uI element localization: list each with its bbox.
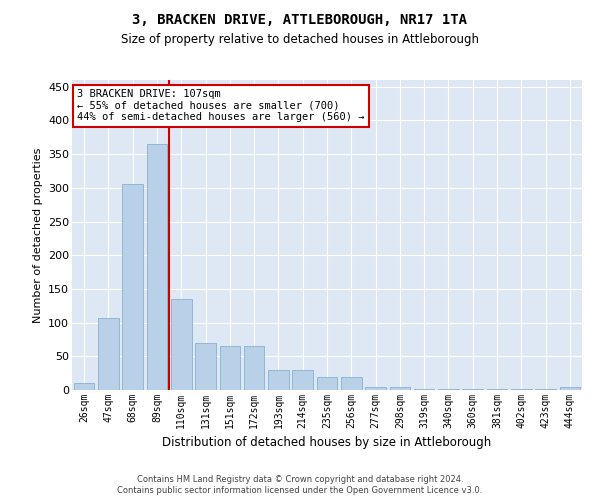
Text: Size of property relative to detached houses in Attleborough: Size of property relative to detached ho… <box>121 32 479 46</box>
Bar <box>122 184 143 390</box>
Text: Contains public sector information licensed under the Open Government Licence v3: Contains public sector information licen… <box>118 486 482 495</box>
Bar <box>220 346 240 390</box>
Text: 3 BRACKEN DRIVE: 107sqm
← 55% of detached houses are smaller (700)
44% of semi-d: 3 BRACKEN DRIVE: 107sqm ← 55% of detache… <box>77 90 365 122</box>
Bar <box>195 343 216 390</box>
Bar <box>438 388 459 390</box>
Bar <box>487 388 508 390</box>
Bar <box>244 346 265 390</box>
Bar <box>389 386 410 390</box>
Text: Contains HM Land Registry data © Crown copyright and database right 2024.: Contains HM Land Registry data © Crown c… <box>137 475 463 484</box>
Y-axis label: Number of detached properties: Number of detached properties <box>32 148 43 322</box>
Text: 3, BRACKEN DRIVE, ATTLEBOROUGH, NR17 1TA: 3, BRACKEN DRIVE, ATTLEBOROUGH, NR17 1TA <box>133 12 467 26</box>
Bar <box>74 384 94 390</box>
Bar <box>98 318 119 390</box>
Bar <box>341 376 362 390</box>
Bar <box>146 144 167 390</box>
Bar <box>560 386 580 390</box>
Bar <box>317 376 337 390</box>
Bar <box>171 299 191 390</box>
Bar <box>365 386 386 390</box>
X-axis label: Distribution of detached houses by size in Attleborough: Distribution of detached houses by size … <box>163 436 491 450</box>
Bar <box>535 388 556 390</box>
Bar <box>292 370 313 390</box>
Bar <box>414 388 434 390</box>
Bar <box>268 370 289 390</box>
Bar <box>511 388 532 390</box>
Bar <box>463 388 483 390</box>
